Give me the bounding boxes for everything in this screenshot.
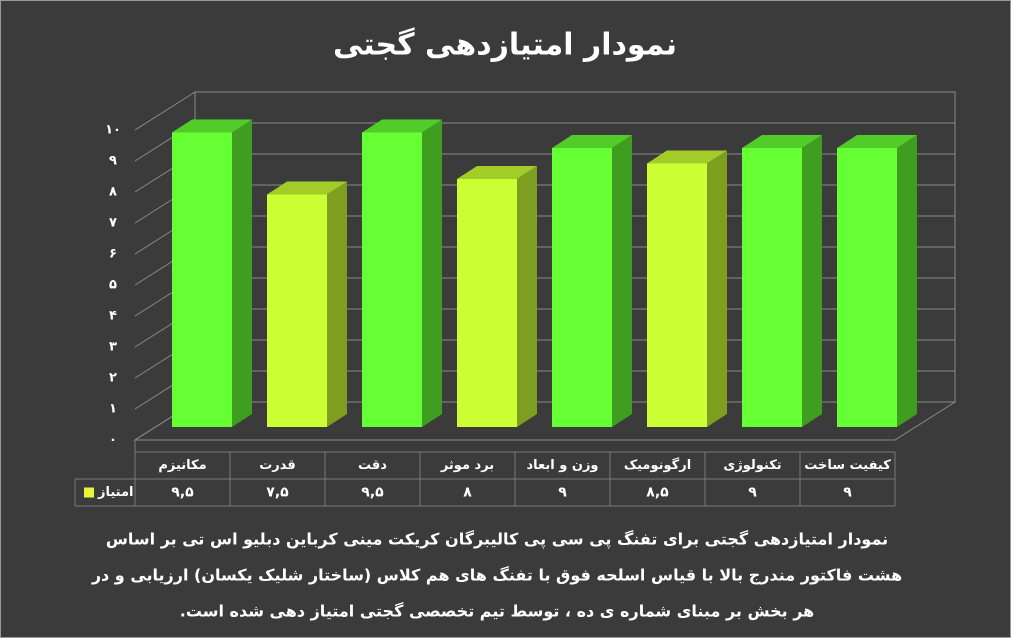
y-tick-label: ۷	[109, 216, 117, 231]
y-tick-label: ۴	[109, 309, 117, 324]
grid-line	[134, 91, 196, 131]
bar-top	[837, 135, 917, 148]
x-tick-label: تکنولوژی	[723, 458, 781, 473]
bar-top	[552, 135, 632, 148]
bar	[172, 132, 232, 427]
bar-side	[232, 119, 252, 427]
y-tick-label: ۶	[109, 247, 117, 262]
x-tick-label: ارگونومیک	[624, 457, 691, 473]
caption-line: هر بخش بر مبنای شماره ی ده ، توسط تیم تخ…	[180, 602, 815, 621]
bar-top	[742, 135, 822, 148]
bar	[457, 179, 517, 427]
value-label: ۸	[463, 485, 472, 501]
bar-side	[802, 135, 822, 427]
x-tick-label: دقت	[358, 458, 387, 473]
value-label: ۹,۵	[361, 485, 384, 501]
x-tick-label: قدرت	[259, 458, 296, 473]
caption-line: هشت فاکتور مندرج بالا با قیاس اسلحه فوق …	[91, 566, 902, 585]
value-label: ۷,۵	[266, 485, 289, 501]
value-label: ۹,۵	[171, 485, 194, 501]
y-tick-label: ۸	[109, 185, 117, 200]
legend-label: امتیاز	[97, 485, 133, 500]
bar-side	[517, 166, 537, 427]
bar-top	[647, 150, 727, 164]
y-tick-label: ۵	[109, 278, 117, 293]
bar-top	[267, 181, 347, 195]
bar	[552, 148, 612, 427]
value-label: ۸,۵	[646, 485, 669, 501]
y-tick-label: ۱	[109, 402, 117, 417]
value-label: ۹	[748, 485, 757, 501]
bar-top	[362, 119, 442, 133]
bar-top	[172, 119, 252, 133]
value-label: ۹	[558, 485, 567, 501]
caption-line: نمودار امتیازدهی گجتی برای تفنگ پی سی پی…	[106, 530, 888, 550]
y-tick-label: ۹	[109, 154, 117, 169]
bar	[742, 148, 802, 427]
bar	[837, 148, 897, 427]
bar	[267, 194, 327, 427]
bar-side	[707, 150, 727, 427]
bar-side	[897, 135, 917, 427]
bar-side	[327, 181, 347, 427]
bar	[362, 132, 422, 427]
chart-title: نمودار امتیازدهی گجتی	[333, 27, 677, 63]
bar-top	[457, 166, 537, 179]
y-tick-label: ۰	[109, 433, 117, 448]
bar-side	[422, 119, 442, 427]
x-tick-label: مکانیزم	[158, 458, 206, 473]
y-tick-label: ۲	[109, 371, 117, 386]
value-label: ۹	[843, 485, 852, 501]
x-tick-label: وزن و ابعاد	[526, 458, 598, 473]
legend-swatch	[84, 487, 94, 498]
bar-side	[612, 135, 632, 427]
x-tick-label: برد موثر	[440, 458, 494, 473]
y-tick-label: ۳	[109, 340, 117, 355]
y-tick-label: ۱۰	[105, 123, 121, 138]
bar	[647, 163, 707, 427]
x-tick-label: کیفیت ساخت	[804, 458, 891, 473]
